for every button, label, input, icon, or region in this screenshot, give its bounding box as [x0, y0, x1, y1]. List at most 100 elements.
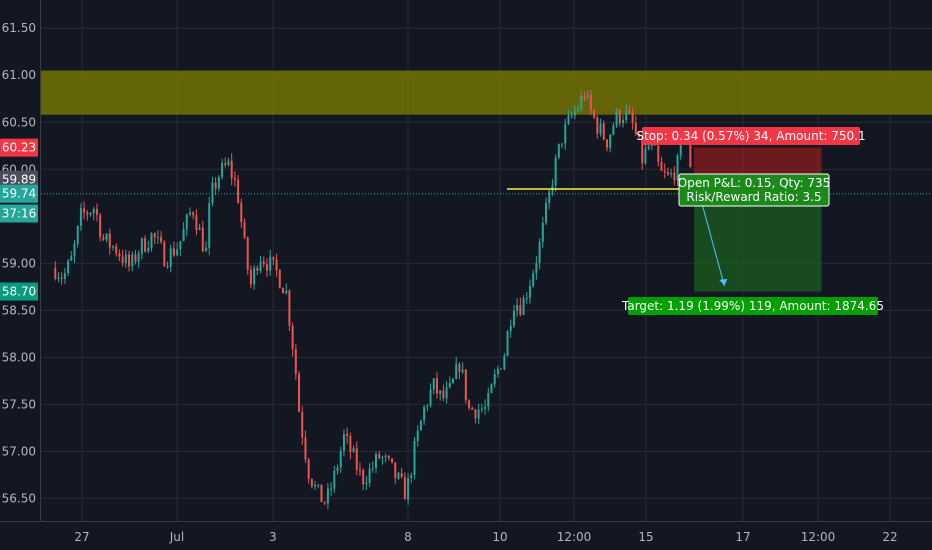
candle-body: [378, 454, 381, 459]
supply-zone: [41, 70, 932, 115]
candle-body: [342, 433, 345, 451]
candle-body: [538, 242, 541, 263]
candle-body: [73, 243, 76, 257]
candle-body: [381, 457, 384, 459]
candle-body: [580, 96, 583, 109]
candle-body: [500, 368, 503, 370]
candle-body: [249, 269, 252, 285]
candle-body: [128, 254, 131, 267]
candle-body: [102, 237, 105, 240]
candle-body: [570, 115, 573, 117]
candle-body: [224, 162, 227, 166]
y-tick-label: 61.00: [2, 68, 36, 82]
candle-body: [339, 450, 342, 468]
price-badge: [0, 204, 38, 223]
candle-body: [246, 237, 249, 270]
candle-body: [89, 213, 92, 215]
y-tick-label: 57.00: [2, 444, 36, 458]
candle-body: [63, 273, 66, 280]
candle-body: [95, 208, 98, 215]
candle-body: [464, 369, 467, 401]
candle-body: [480, 408, 483, 410]
candle-body: [676, 155, 679, 181]
candle-body: [689, 139, 692, 168]
price-badge-label: 37:16: [2, 206, 37, 220]
candle-body: [230, 160, 233, 178]
candle-body: [144, 238, 147, 252]
candle-body: [622, 119, 625, 124]
candle-body: [375, 454, 378, 469]
x-tick-label: 8: [404, 530, 412, 544]
candle-body: [487, 392, 490, 407]
price-badge-label: 59.89: [2, 173, 36, 187]
candle-body: [368, 468, 371, 483]
candle-body: [259, 261, 262, 271]
candle-body: [522, 298, 525, 315]
candle-body: [532, 273, 535, 287]
candle-body: [657, 145, 660, 162]
candle-body: [294, 349, 297, 375]
candle-body: [628, 110, 631, 113]
candle-body: [188, 212, 191, 215]
candle-body: [557, 143, 560, 158]
candle-body: [298, 374, 301, 412]
candle-body: [265, 264, 268, 271]
candle-body: [394, 462, 397, 479]
target-arrow-head: [719, 278, 728, 286]
candle-body: [83, 208, 86, 213]
y-tick-label: 60.50: [2, 115, 36, 129]
candle-body: [663, 170, 666, 173]
candle-body: [439, 390, 442, 394]
candle-body: [67, 260, 70, 274]
candle-body: [317, 484, 320, 486]
candle-body: [195, 215, 198, 230]
candle-body: [137, 253, 140, 262]
y-tick-label: 56.50: [2, 491, 36, 505]
candle-body: [185, 214, 188, 230]
candle-body: [163, 242, 166, 267]
candle-body: [448, 382, 451, 388]
overlays: Stop: 0.34 (0.57%) 34, Amount: 750.1 Targ…: [41, 127, 932, 315]
candle-body: [179, 241, 182, 250]
pnl-box: [678, 173, 830, 207]
candle-body: [208, 203, 211, 248]
candle-body: [227, 160, 230, 166]
candle-body: [471, 407, 474, 410]
candle-body: [233, 177, 236, 180]
candle-body: [105, 233, 108, 240]
price-badge-label: 58.70: [2, 285, 36, 299]
candle-body: [221, 162, 224, 178]
candle-body: [60, 277, 63, 280]
candle-body: [371, 468, 374, 470]
candle-body: [419, 420, 422, 431]
y-tick-label: 58.00: [2, 350, 36, 364]
candle-body: [201, 227, 204, 252]
candle-body: [166, 266, 169, 268]
candle-body: [593, 110, 596, 118]
candle-body: [336, 467, 339, 471]
pnl-label: Open P&L: 0.15, Qty: 735: [678, 176, 831, 190]
candle-body: [451, 378, 454, 383]
candle-body: [407, 477, 410, 500]
candle-body: [358, 469, 361, 471]
candle-body: [262, 261, 265, 265]
y-tick-label: 59.00: [2, 256, 36, 270]
candle-body: [391, 458, 394, 463]
candle-body: [115, 246, 118, 254]
candle-body: [660, 161, 663, 171]
candle-body: [423, 406, 426, 421]
price-badge: [0, 170, 38, 189]
candle-body: [634, 122, 637, 134]
candle-body: [455, 364, 458, 379]
candle-body: [567, 115, 570, 124]
candle-body: [429, 389, 432, 406]
candle-body: [76, 226, 79, 244]
candle-body: [310, 478, 313, 487]
candle-body: [182, 229, 185, 242]
candle-body: [92, 208, 95, 214]
price-badge: [0, 282, 38, 301]
candle-body: [528, 286, 531, 298]
candle-body: [140, 238, 143, 254]
